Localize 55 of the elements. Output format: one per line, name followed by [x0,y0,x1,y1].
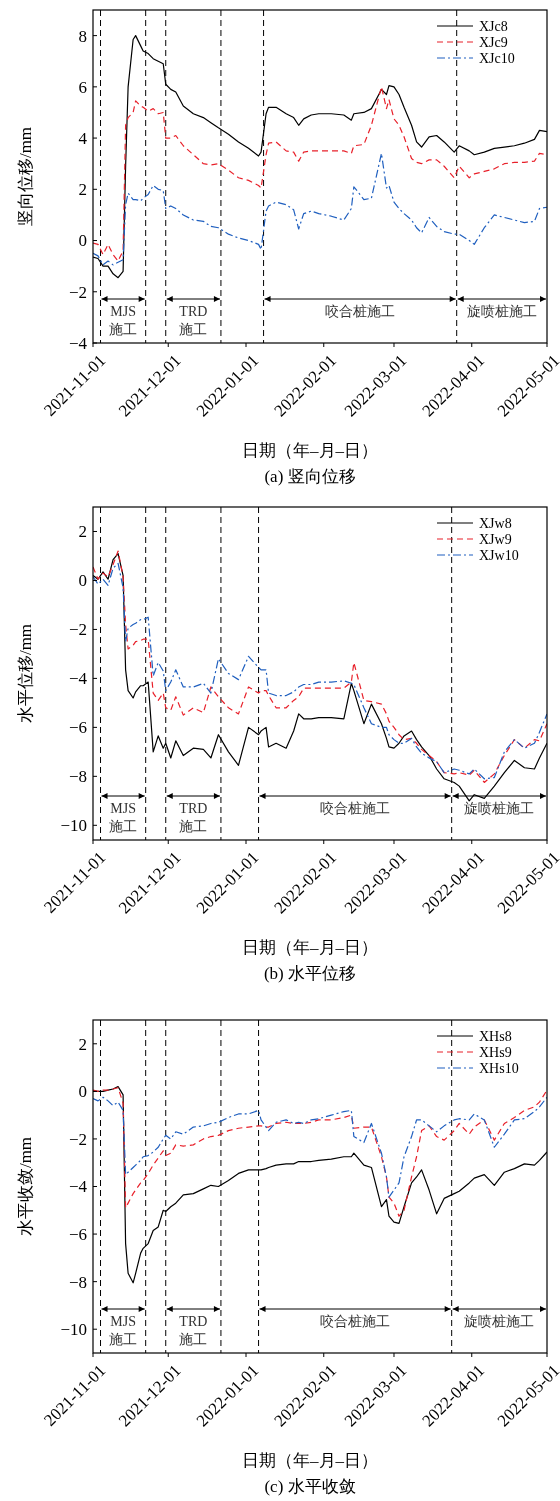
legend-label: XHs8 [479,1028,512,1044]
y-tick-label: −4 [68,1177,88,1197]
line-series [93,86,547,262]
text: (b) 水平位移 [263,964,357,983]
y-tick-label: −4 [68,333,88,353]
legend-label: XJw8 [479,515,512,531]
y-tick-label: −6 [68,718,87,738]
y-axis-title: 竖向位移/mm [16,126,35,227]
y-tick-label: −6 [68,1225,87,1245]
annotation: 咬合桩施工 [320,801,391,816]
line-series [93,1087,547,1217]
text: (a) 竖向位移 [264,467,356,486]
line-series [93,1096,547,1198]
y-tick-label: 0 [78,231,87,251]
legend-label: XHs10 [479,1060,519,1076]
y-tick-label: −2 [68,620,87,640]
y-tick-label: 8 [78,26,87,46]
x-axis-title: 日期（年–月–日） [242,938,378,957]
annotation: TRD 施工 [179,801,208,834]
y-tick-label: −10 [60,816,87,836]
y-tick-label: −4 [68,669,88,689]
y-tick-label: −8 [68,767,87,787]
y-tick-label: −8 [68,1272,87,1292]
y-tick-label: 0 [78,1082,87,1102]
y-tick-label: 2 [78,522,87,542]
annotation: 旋喷桩施工 [464,801,535,816]
annotation: 旋喷桩施工 [464,1314,535,1329]
y-tick-label: 4 [78,129,88,149]
y-tick-label: 0 [78,571,87,591]
annotation: TRD 施工 [179,1314,208,1347]
annotation: 咬合桩施工 [325,304,396,319]
y-axis-title: 水平位移/mm [16,623,35,724]
annotation: 咬合桩施工 [320,1314,391,1329]
legend-label: XJc9 [479,34,508,50]
y-tick-label: 2 [78,1034,87,1054]
text: (c) 水平收敛 [264,1477,356,1496]
legend-label: XJc10 [479,50,515,66]
line-series [93,152,547,266]
annotation: MJS 施工 [109,304,138,337]
annotation: TRD 施工 [179,304,208,337]
y-tick-label: −2 [68,1129,87,1149]
legend-label: XJw9 [479,531,512,547]
legend-label: XJc8 [479,18,508,34]
annotation: MJS 施工 [109,1314,138,1347]
y-tick-label: 6 [78,77,87,97]
y-tick-label: −2 [68,282,87,302]
x-axis-title: 日期（年–月–日） [242,1451,378,1470]
annotation: MJS 施工 [109,801,138,834]
y-axis-title: 水平收敛/mm [16,1136,35,1237]
x-axis-title: 日期（年–月–日） [242,441,378,460]
legend-label: XHs9 [479,1044,512,1060]
annotation: 旋喷桩施工 [466,304,537,319]
y-tick-label: 2 [78,180,87,200]
y-tick-label: −10 [60,1320,87,1340]
legend-label: XJw10 [479,547,519,563]
